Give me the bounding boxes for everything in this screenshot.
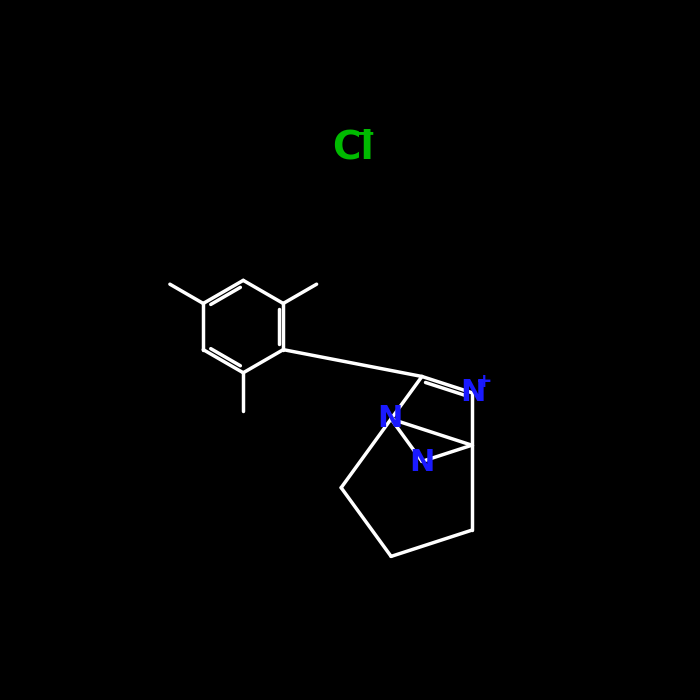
Text: −: − bbox=[354, 121, 375, 146]
Text: N: N bbox=[461, 378, 486, 407]
Text: N: N bbox=[410, 449, 435, 477]
Text: +: + bbox=[476, 372, 493, 391]
Text: N: N bbox=[377, 405, 402, 433]
Text: Cl: Cl bbox=[332, 128, 374, 166]
